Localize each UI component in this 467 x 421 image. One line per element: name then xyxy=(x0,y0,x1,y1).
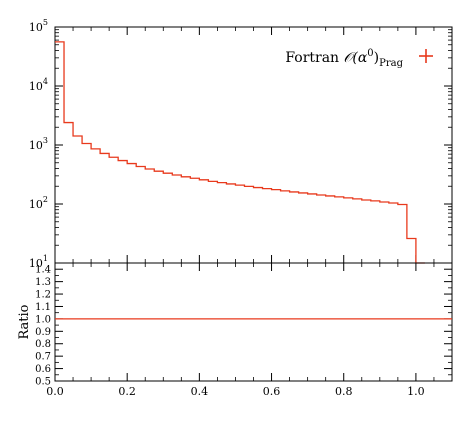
ratio-axis-title: Ratio xyxy=(17,304,32,339)
ratio-panel: 0.50.60.70.80.91.01.11.21.31.4 0.0 0.2 0.4… xyxy=(17,263,452,398)
main-ytick-label: 102 xyxy=(29,195,48,211)
ratio-ytick-label: 0.7 xyxy=(35,352,51,363)
ratio-ytick-label: 1.0 xyxy=(35,314,51,325)
ratio-ytick-label: 1.1 xyxy=(35,302,51,313)
xtick-label: 0.8 xyxy=(335,385,353,398)
ratio-ytick-label: 1.2 xyxy=(35,290,51,301)
xtick-label: 0.2 xyxy=(118,385,136,398)
main-series-line xyxy=(55,42,425,263)
xtick-label: 0.4 xyxy=(191,385,209,398)
xtick-label: 0.0 xyxy=(46,385,64,398)
ratio-ytick-label: 1.3 xyxy=(35,277,51,288)
legend-marker-icon xyxy=(419,49,433,63)
legend: Fortran 𝒪(α0)Prag xyxy=(285,48,433,69)
ratio-ytick-label: 0.9 xyxy=(35,327,51,338)
main-ytick-label: 105 xyxy=(29,18,48,34)
ratio-major-ticks xyxy=(55,263,452,381)
ratio-ytick-labels: 0.50.60.70.80.91.01.11.21.31.4 xyxy=(35,265,51,388)
xtick-label: 0.6 xyxy=(263,385,281,398)
legend-label: Fortran 𝒪(α0)Prag xyxy=(285,48,403,69)
ratio-ytick-label: 0.6 xyxy=(35,364,51,375)
ratio-xtick-labels: 0.0 0.2 0.4 0.6 0.8 1.0 xyxy=(46,385,424,398)
ratio-ytick-label: 1.4 xyxy=(35,265,51,276)
ratio-plot-frame xyxy=(55,263,452,381)
xtick-label: 1.0 xyxy=(407,385,425,398)
main-ytick-label: 103 xyxy=(29,136,48,152)
ratio-minor-ticks xyxy=(55,263,452,381)
ratio-ytick-label: 0.8 xyxy=(35,339,51,350)
main-ytick-label: 104 xyxy=(29,77,48,93)
